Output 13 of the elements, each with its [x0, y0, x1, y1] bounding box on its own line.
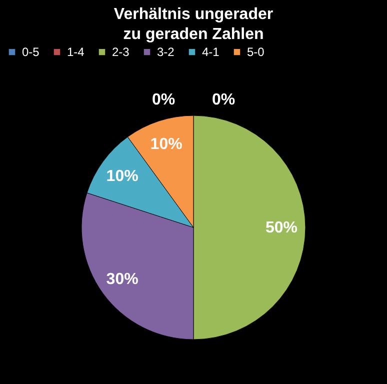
data-label: 10% [106, 168, 138, 185]
data-label: 30% [106, 271, 138, 288]
data-label: 50% [265, 220, 298, 236]
legend-label: 4-1 [202, 45, 220, 60]
legend-label: 1-4 [67, 45, 85, 60]
chart-title: Verhältnis ungerader zu geraden Zahlen [114, 6, 274, 43]
legend-label: 2-3 [112, 45, 130, 60]
text: 0% [152, 92, 176, 108]
legend-label: 5-0 [247, 45, 265, 60]
legend-label: 3-2 [157, 45, 175, 60]
text: 0% [212, 92, 236, 108]
legend-label: 0-5 [22, 45, 40, 60]
data-label: 10% [150, 136, 182, 153]
